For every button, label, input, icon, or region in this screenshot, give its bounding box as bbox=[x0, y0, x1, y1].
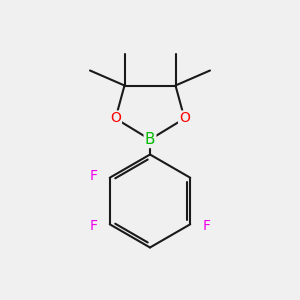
Text: B: B bbox=[145, 132, 155, 147]
Text: O: O bbox=[179, 112, 190, 125]
Text: O: O bbox=[110, 112, 121, 125]
Text: F: F bbox=[89, 169, 97, 183]
Text: F: F bbox=[89, 219, 97, 233]
Text: F: F bbox=[203, 219, 211, 233]
